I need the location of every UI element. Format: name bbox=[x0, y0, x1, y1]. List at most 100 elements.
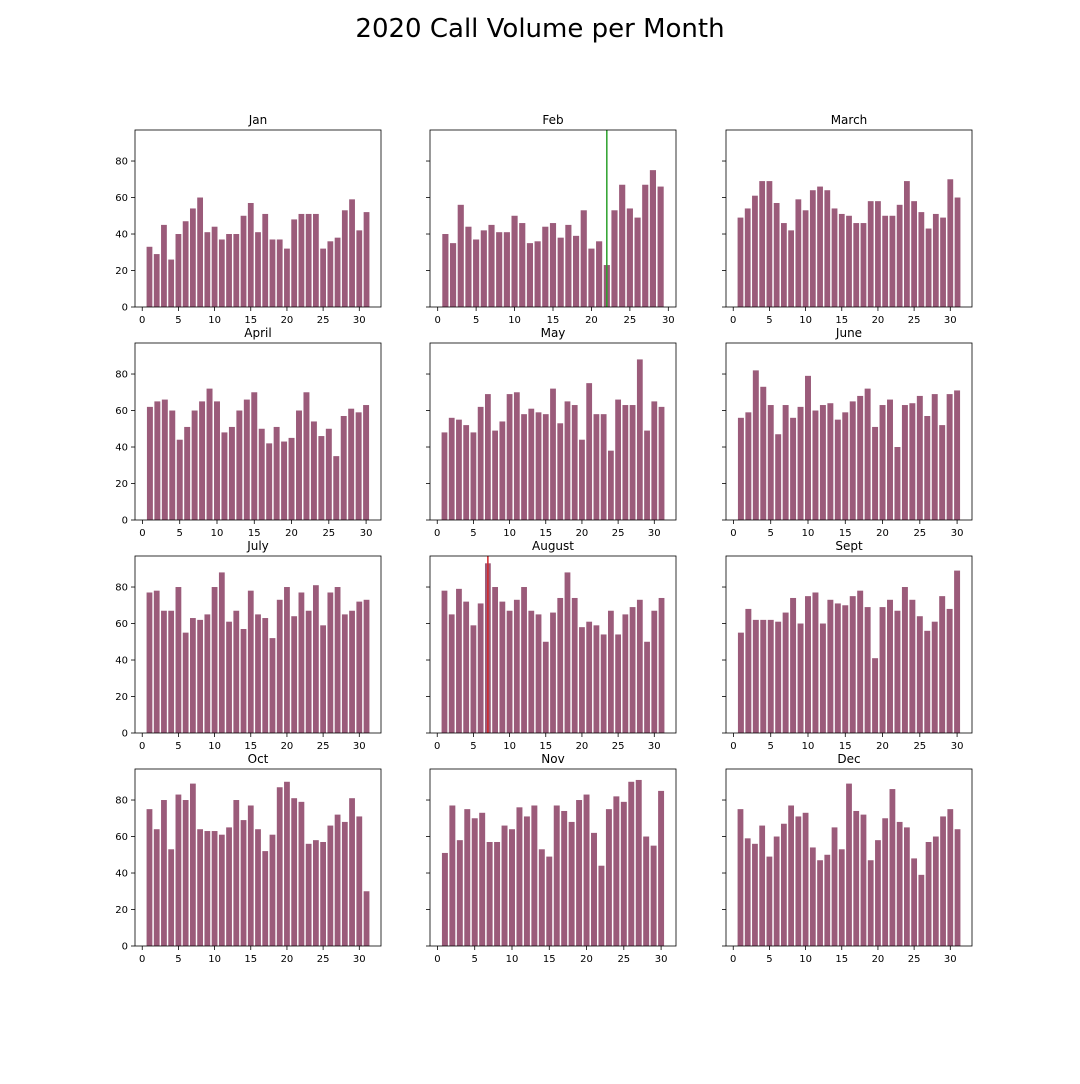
bar bbox=[812, 592, 819, 733]
bar bbox=[255, 614, 261, 733]
x-tick-label: 15 bbox=[547, 315, 560, 326]
bar bbox=[506, 610, 513, 733]
bar bbox=[363, 212, 370, 307]
bar bbox=[218, 239, 225, 307]
bar bbox=[842, 412, 849, 520]
bar bbox=[184, 426, 191, 520]
bar bbox=[349, 199, 355, 307]
bar bbox=[349, 798, 355, 946]
bar bbox=[628, 781, 635, 946]
x-tick-label: 5 bbox=[177, 528, 183, 539]
bar bbox=[853, 810, 860, 946]
bar bbox=[465, 226, 472, 307]
bar bbox=[516, 807, 523, 946]
x-tick-label: 30 bbox=[951, 741, 964, 752]
y-tick-label: 80 bbox=[115, 583, 128, 594]
bar bbox=[154, 401, 161, 520]
bar bbox=[456, 419, 462, 520]
x-tick-label: 20 bbox=[576, 741, 589, 752]
bar bbox=[182, 800, 189, 946]
bar bbox=[470, 432, 477, 520]
panel-title: Jan bbox=[248, 113, 268, 127]
bar bbox=[288, 437, 295, 520]
bar bbox=[586, 621, 593, 733]
bar bbox=[849, 596, 856, 733]
bar bbox=[349, 610, 355, 733]
bar bbox=[441, 432, 448, 520]
y-tick-label: 40 bbox=[115, 443, 128, 454]
x-tick-label: 20 bbox=[281, 741, 294, 752]
bar bbox=[528, 610, 535, 733]
bar bbox=[782, 612, 789, 733]
bar bbox=[658, 790, 665, 946]
bar bbox=[605, 809, 612, 946]
x-tick-label: 20 bbox=[872, 954, 885, 965]
bar bbox=[340, 415, 347, 520]
x-tick-label: 15 bbox=[539, 741, 552, 752]
bar bbox=[206, 388, 213, 520]
bar bbox=[298, 592, 305, 733]
axes-frame bbox=[429, 768, 677, 947]
bar bbox=[240, 820, 247, 946]
bar bbox=[492, 430, 499, 520]
x-tick-label: 20 bbox=[876, 528, 889, 539]
x-tick-label: 10 bbox=[799, 954, 812, 965]
bar bbox=[506, 394, 513, 520]
bar bbox=[790, 597, 797, 733]
x-tick-label: 0 bbox=[730, 954, 736, 965]
bar bbox=[538, 849, 545, 946]
bar bbox=[650, 845, 657, 946]
bar bbox=[817, 860, 823, 946]
bar bbox=[496, 232, 503, 307]
bar bbox=[456, 840, 463, 946]
x-tick-label: 20 bbox=[876, 741, 889, 752]
x-tick-label: 5 bbox=[470, 528, 476, 539]
bar bbox=[766, 856, 773, 946]
bar bbox=[176, 439, 183, 520]
bar bbox=[470, 625, 477, 733]
bar bbox=[849, 401, 856, 520]
bar bbox=[931, 621, 938, 733]
bar bbox=[542, 414, 549, 520]
x-tick-label: 5 bbox=[175, 954, 181, 965]
x-tick-label: 5 bbox=[768, 528, 774, 539]
bar bbox=[872, 426, 879, 520]
bar bbox=[320, 248, 327, 307]
y-tick-label: 20 bbox=[115, 266, 128, 277]
bar bbox=[649, 170, 657, 307]
bar bbox=[236, 410, 243, 520]
bar bbox=[636, 599, 643, 733]
bar bbox=[805, 596, 811, 733]
bar bbox=[809, 190, 816, 307]
bar bbox=[797, 406, 804, 520]
bar bbox=[327, 592, 334, 733]
bar bbox=[788, 230, 795, 307]
bar bbox=[879, 607, 886, 733]
x-tick-label: 20 bbox=[285, 528, 298, 539]
bar bbox=[795, 199, 802, 307]
x-tick-label: 10 bbox=[211, 528, 224, 539]
bar bbox=[327, 825, 334, 946]
bar bbox=[916, 395, 923, 520]
bar bbox=[247, 805, 254, 946]
bar bbox=[788, 805, 795, 946]
bar bbox=[240, 628, 247, 733]
bar bbox=[146, 406, 153, 520]
bar bbox=[932, 213, 939, 307]
bar bbox=[441, 590, 448, 733]
bar bbox=[310, 421, 317, 520]
x-tick-label: 5 bbox=[175, 741, 181, 752]
x-tick-label: 0 bbox=[434, 741, 440, 752]
y-tick-label: 20 bbox=[115, 479, 128, 490]
bar bbox=[197, 197, 204, 307]
x-tick-label: 20 bbox=[281, 315, 294, 326]
bar bbox=[767, 619, 774, 733]
x-tick-label: 10 bbox=[506, 954, 519, 965]
bar bbox=[211, 587, 218, 733]
bar bbox=[759, 181, 766, 307]
bar bbox=[760, 619, 767, 733]
bar bbox=[752, 843, 758, 946]
bar bbox=[251, 392, 258, 520]
bar bbox=[857, 590, 864, 733]
bar bbox=[262, 851, 269, 946]
